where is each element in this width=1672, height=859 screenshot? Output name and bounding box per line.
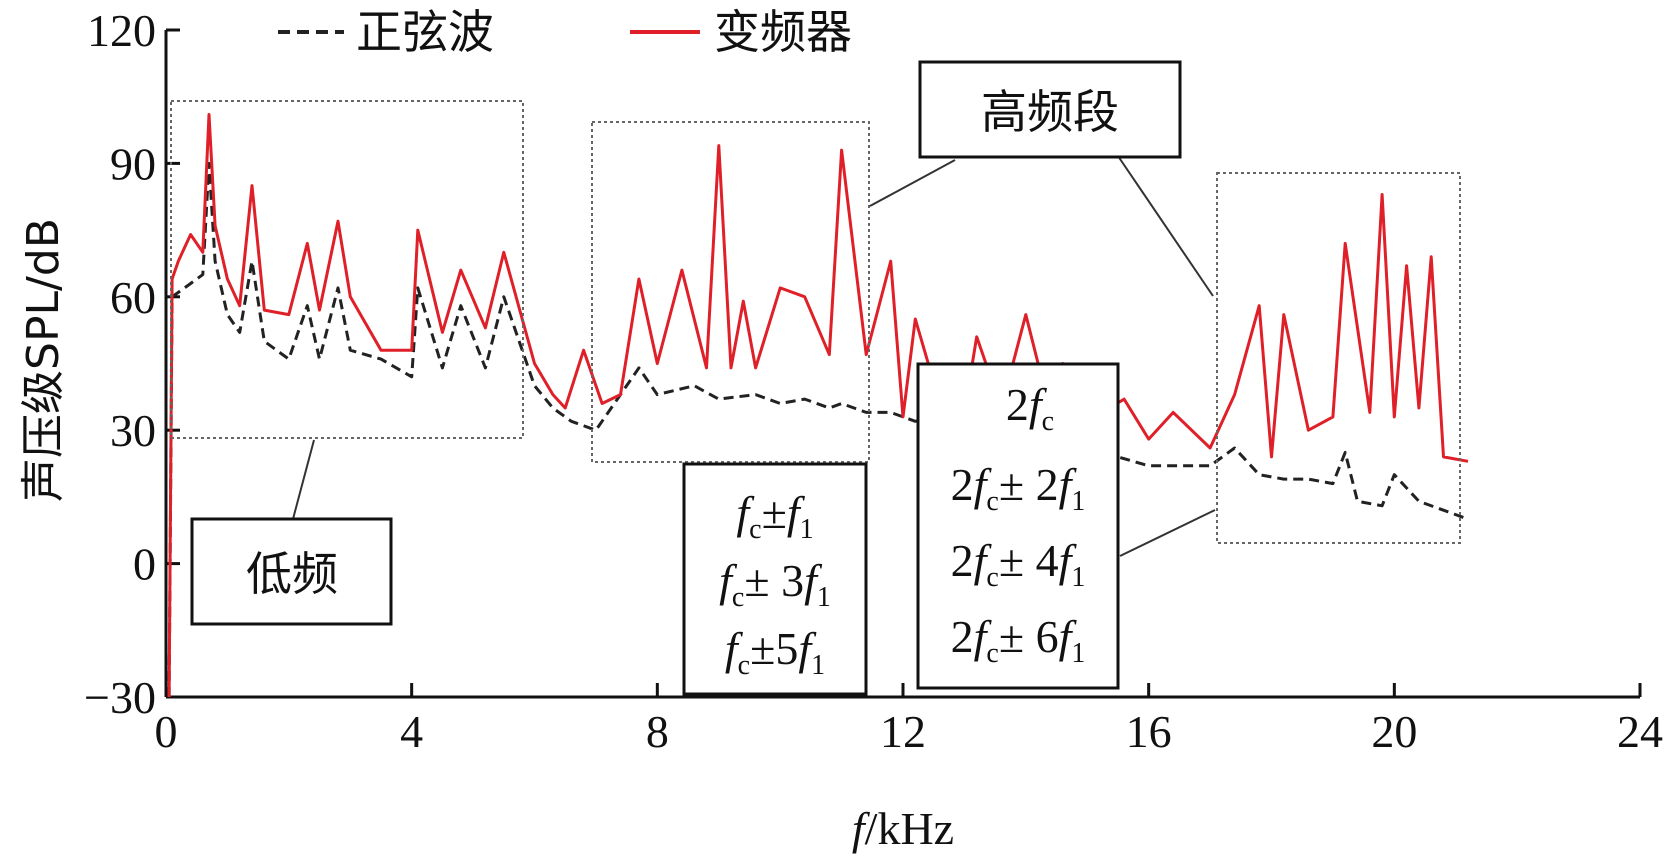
x-tick-label: 8 xyxy=(646,706,669,757)
formula-box-2fc: 2fc 2fc± 2f1 2fc± 4f1 2fc± 6f1 xyxy=(916,362,1120,690)
series-layer xyxy=(167,113,1469,698)
y-tick-label: 60 xyxy=(110,272,156,323)
zoom-box-low xyxy=(170,100,524,439)
legend: 正弦波 变频器 xyxy=(278,5,852,59)
label-low-text: 低频 xyxy=(246,547,338,601)
x-tick-label: 0 xyxy=(155,706,178,757)
formula-box-fc: fc±f1 fc± 3f1 fc±5f1 xyxy=(682,462,868,696)
x-axis-title: f/kHz xyxy=(852,803,954,854)
label-high-box xyxy=(918,60,1182,159)
label-high-frequency: 高频段 xyxy=(918,60,1182,159)
formula-2fc-3: 2fc± 6f1 xyxy=(951,611,1086,669)
label-high-text: 高频段 xyxy=(981,85,1119,139)
x-tick-label: 20 xyxy=(1371,706,1417,757)
leader-low xyxy=(292,439,315,520)
x-tick-label: 16 xyxy=(1126,706,1172,757)
label-low-frequency: 低频 xyxy=(190,517,393,626)
formula-box-2fc-frame xyxy=(916,362,1120,690)
y-tick-label: −30 xyxy=(84,672,156,723)
leader-high-right xyxy=(1117,155,1214,297)
zoom-regions xyxy=(170,100,1461,544)
leader-formula xyxy=(1119,509,1216,557)
legend-label-sine: 正弦波 xyxy=(356,5,494,59)
series-line-vfd xyxy=(167,113,1469,698)
y-axis-title: 声压级SPL/dB xyxy=(18,218,69,502)
leader-lines xyxy=(292,155,1216,557)
formula-fc-3: fc±5f1 xyxy=(725,623,825,681)
x-tick-label: 24 xyxy=(1617,706,1663,757)
formula-2fc-2: 2fc± 4f1 xyxy=(951,535,1086,593)
y-tick-label: 120 xyxy=(87,5,156,56)
y-tick-label: 90 xyxy=(110,138,156,189)
formula-box-fc-frame xyxy=(682,462,868,696)
x-ticks: 0 4 8 12 16 20 24 xyxy=(155,683,1663,757)
y-tick-label: 30 xyxy=(110,405,156,456)
leader-high-left xyxy=(869,159,956,207)
x-tick-label: 4 xyxy=(400,706,423,757)
zoom-box-mid xyxy=(591,121,870,463)
formula-fc-1: fc±f1 xyxy=(736,487,813,545)
zoom-box-high xyxy=(1216,172,1461,544)
x-axis-title-unit: /kHz xyxy=(865,803,954,854)
label-low-box xyxy=(190,517,393,626)
y-tick-label: 0 xyxy=(133,539,156,590)
x-tick-label: 12 xyxy=(880,706,926,757)
y-ticks: −30 0 30 60 90 120 xyxy=(84,5,180,723)
formula-2fc-1: 2fc± 2f1 xyxy=(951,459,1086,517)
legend-label-vfd: 变频器 xyxy=(714,5,852,59)
